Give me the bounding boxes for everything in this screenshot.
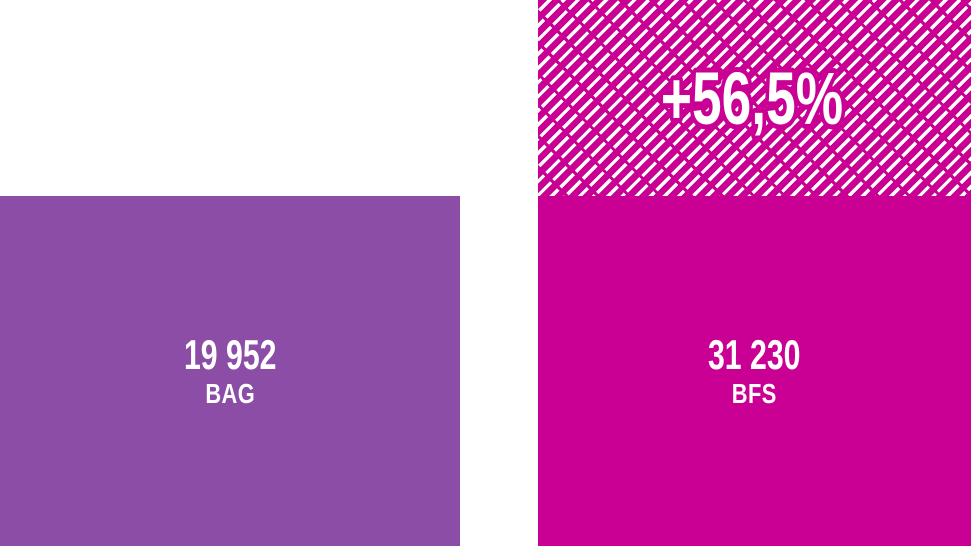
bar-bag: 19 952 BAG [0, 196, 460, 546]
bfs-solid-section: 31 230 BFS [538, 196, 971, 546]
bfs-text-block: 31 230 BFS [690, 332, 818, 410]
delta-label-svg: +56,5% [657, 53, 848, 144]
bag-text-block: 19 952 BAG [166, 332, 294, 410]
bag-category-label: BAG [205, 378, 255, 409]
bfs-value: 31 230 [708, 331, 801, 378]
bfs-growth-hatch: +56,5% [538, 0, 971, 196]
bfs-category-label: BFS [732, 378, 777, 409]
bag-value: 19 952 [183, 331, 277, 378]
bar-bfs: +56,5% 31 230 BFS [538, 0, 971, 546]
delta-label: +56,5% [661, 57, 843, 140]
